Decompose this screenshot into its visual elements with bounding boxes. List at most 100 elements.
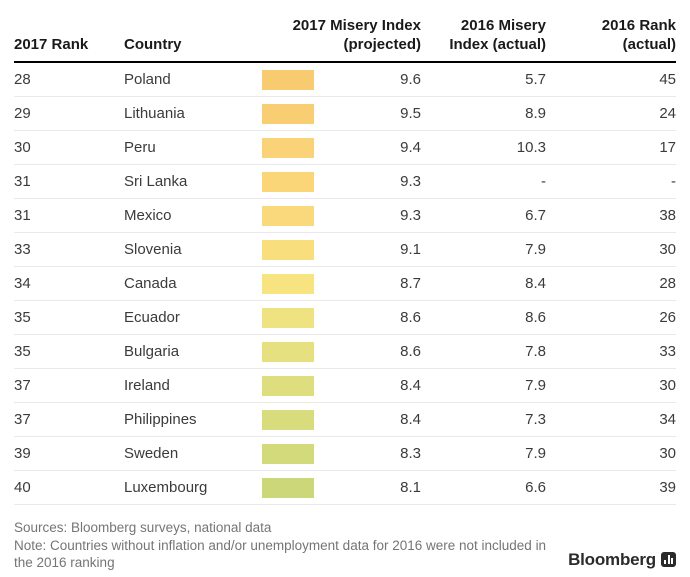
rank-2017-cell: 30 [14, 139, 31, 156]
misery-2016-cell: 10.3 [516, 139, 546, 156]
bloomberg-wordmark: Bloomberg [568, 549, 656, 569]
rank-2017-cell: 34 [14, 275, 31, 292]
misery-2016-cell: 7.9 [525, 377, 546, 394]
table-row: 37 Philippines 8.4 7.3 34 [14, 403, 676, 437]
table-header-row: 2017 Rank Country 2017 Misery Index (pro… [14, 0, 676, 63]
misery-2016-cell: 8.9 [525, 105, 546, 122]
table-row: 28 Poland 9.6 5.7 45 [14, 63, 676, 97]
table-row: 35 Bulgaria 8.6 7.8 33 [14, 335, 676, 369]
bloomberg-chart-icon [661, 552, 676, 567]
table-row: 35 Ecuador 8.6 8.6 26 [14, 301, 676, 335]
table-row: 29 Lithuania 9.5 8.9 24 [14, 97, 676, 131]
footer: Sources: Bloomberg surveys, national dat… [14, 519, 676, 572]
country-cell: Philippines [124, 411, 197, 428]
rank-2017-cell: 31 [14, 173, 31, 190]
header-rank-2016: 2016 Rank (actual) [601, 17, 676, 53]
country-cell: Sri Lanka [124, 173, 188, 190]
misery-2017-cell: 9.6 [400, 71, 421, 88]
misery-index-color-bar [262, 274, 314, 294]
misery-2017-cell: 9.3 [400, 207, 421, 224]
table-row: 30 Peru 9.4 10.3 17 [14, 131, 676, 165]
rank-2016-cell: 30 [659, 445, 676, 462]
table-row: 31 Mexico 9.3 6.7 38 [14, 199, 676, 233]
country-cell: Bulgaria [124, 343, 180, 360]
misery-index-color-bar [262, 104, 314, 124]
country-cell: Poland [124, 71, 171, 88]
rank-2016-cell: 34 [659, 411, 676, 428]
rank-2016-cell: 30 [659, 377, 676, 394]
country-cell: Ecuador [124, 309, 180, 326]
misery-2017-cell: 8.4 [400, 377, 421, 394]
rank-2017-cell: 35 [14, 309, 31, 326]
misery-2016-cell: 6.7 [525, 207, 546, 224]
table-row: 31 Sri Lanka 9.3 - - [14, 165, 676, 199]
country-cell: Canada [124, 275, 177, 292]
table-row: 34 Canada 8.7 8.4 28 [14, 267, 676, 301]
rank-2017-cell: 28 [14, 71, 31, 88]
country-cell: Slovenia [124, 241, 182, 258]
misery-2017-cell: 9.1 [400, 241, 421, 258]
rank-2017-cell: 33 [14, 241, 31, 258]
country-cell: Peru [124, 139, 156, 156]
rank-2016-cell: 33 [659, 343, 676, 360]
misery-2016-cell: 6.6 [525, 479, 546, 496]
misery-2016-cell: 7.9 [525, 241, 546, 258]
misery-2017-cell: 8.6 [400, 309, 421, 326]
misery-index-color-bar [262, 376, 314, 396]
table-body: 28 Poland 9.6 5.7 45 29 Lithuania 9.5 8.… [14, 63, 676, 505]
misery-2017-cell: 8.6 [400, 343, 421, 360]
misery-2017-cell: 9.5 [400, 105, 421, 122]
table-row: 40 Luxembourg 8.1 6.6 39 [14, 471, 676, 505]
misery-2016-cell: 7.3 [525, 411, 546, 428]
misery-2016-cell: 8.6 [525, 309, 546, 326]
header-misery-2016: 2016 Misery Index (actual) [449, 17, 546, 53]
misery-2017-cell: 8.4 [400, 411, 421, 428]
note-line: Note: Countries without inflation and/or… [14, 537, 547, 571]
rank-2016-cell: 26 [659, 309, 676, 326]
misery-index-color-bar [262, 172, 314, 192]
misery-index-color-bar [262, 70, 314, 90]
misery-2017-cell: 9.3 [400, 173, 421, 190]
country-cell: Mexico [124, 207, 172, 224]
misery-2017-cell: 9.4 [400, 139, 421, 156]
misery-index-color-bar [262, 206, 314, 226]
rank-2017-cell: 37 [14, 377, 31, 394]
rank-2016-cell: 24 [659, 105, 676, 122]
misery-2016-cell: 5.7 [525, 71, 546, 88]
bloomberg-logo: Bloomberg [568, 550, 676, 572]
misery-index-color-bar [262, 308, 314, 328]
misery-index-color-bar [262, 478, 314, 498]
rank-2016-cell: 45 [659, 71, 676, 88]
country-cell: Luxembourg [124, 479, 208, 496]
rank-2017-cell: 31 [14, 207, 31, 224]
rank-2017-cell: 35 [14, 343, 31, 360]
misery-index-color-bar [262, 342, 314, 362]
misery-index-color-bar [262, 138, 314, 158]
misery-2017-cell: 8.1 [400, 479, 421, 496]
rank-2016-cell: 38 [659, 207, 676, 224]
rank-2017-cell: 39 [14, 445, 31, 462]
rank-2017-cell: 37 [14, 411, 31, 428]
table-row: 39 Sweden 8.3 7.9 30 [14, 437, 676, 471]
country-cell: Sweden [124, 445, 179, 462]
rank-2017-cell: 29 [14, 105, 31, 122]
misery-2016-cell: 7.9 [525, 445, 546, 462]
header-country: Country [124, 36, 182, 53]
misery-index-color-bar [262, 444, 314, 464]
footnotes: Sources: Bloomberg surveys, national dat… [14, 519, 568, 572]
header-misery-2017: 2017 Misery Index (projected) [292, 17, 421, 53]
country-cell: Ireland [124, 377, 170, 394]
misery-index-color-bar [262, 240, 314, 260]
header-rank-2017: 2017 Rank [14, 36, 89, 53]
misery-2017-cell: 8.3 [400, 445, 421, 462]
misery-2016-cell: 8.4 [525, 275, 546, 292]
rank-2016-cell: 17 [659, 139, 676, 156]
rank-2016-cell: 39 [659, 479, 676, 496]
table-row: 37 Ireland 8.4 7.9 30 [14, 369, 676, 403]
rank-2016-cell: 28 [659, 275, 676, 292]
rank-2016-cell: 30 [659, 241, 676, 258]
sources-line: Sources: Bloomberg surveys, national dat… [14, 520, 272, 535]
misery-2017-cell: 8.7 [400, 275, 421, 292]
rank-2016-cell: - [671, 173, 676, 190]
